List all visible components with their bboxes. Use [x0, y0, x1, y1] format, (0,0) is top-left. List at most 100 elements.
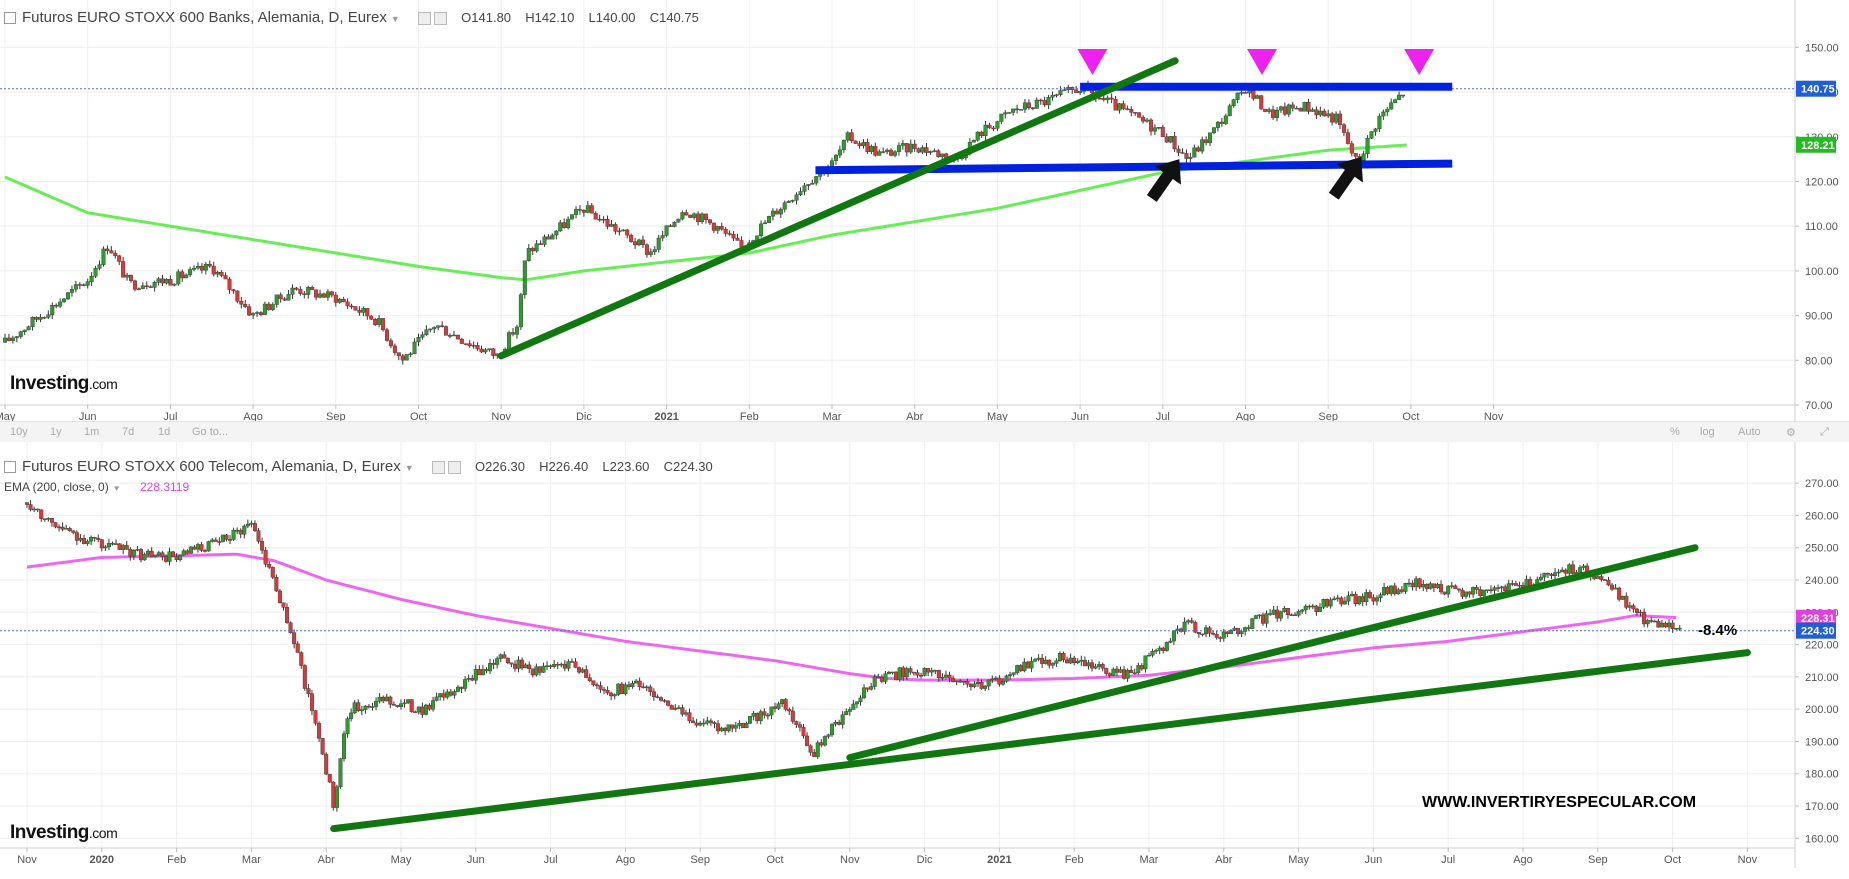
x-tick-label: Sep — [1588, 854, 1608, 866]
candle-body — [408, 353, 413, 355]
candle-body — [1474, 587, 1479, 590]
price-label-text: 140.75 — [1801, 84, 1835, 96]
candle-body — [1464, 591, 1469, 597]
candle-body — [432, 327, 437, 330]
settings-icon[interactable] — [433, 11, 447, 25]
candle-body — [152, 282, 157, 288]
collapse-icon[interactable] — [4, 461, 16, 474]
candle-body — [282, 298, 287, 301]
banks-chart[interactable]: 70.0080.0090.00100.00110.00120.00130.001… — [0, 0, 1849, 440]
candle-body — [140, 285, 145, 289]
candle-body — [436, 325, 441, 328]
candle-body — [338, 758, 343, 788]
candle-body — [448, 691, 453, 696]
x-tick-label: Jun — [79, 411, 97, 423]
candle-body — [589, 205, 594, 214]
candle-body — [255, 312, 260, 314]
candle-body — [1346, 595, 1351, 602]
candle-body — [1467, 591, 1472, 595]
candle-body — [1345, 132, 1350, 144]
fullscreen-icon[interactable]: ⤢ — [1820, 426, 1829, 438]
candle-body — [219, 272, 224, 276]
candle-body — [648, 251, 653, 255]
telecom-low: L223.60 — [602, 459, 650, 474]
candle-body — [402, 702, 407, 705]
candle-body — [148, 286, 153, 288]
candle-body — [286, 294, 291, 301]
candle-body — [199, 265, 204, 271]
candle-body — [1062, 89, 1067, 91]
range-1m[interactable]: 1m — [84, 426, 100, 438]
candle-body — [54, 304, 59, 307]
chevron-down-icon[interactable]: ▼ — [112, 484, 121, 493]
goto-input[interactable]: Go to... — [192, 426, 229, 438]
candle-body — [516, 659, 521, 669]
candle-body — [577, 209, 582, 211]
candle-body — [1129, 109, 1134, 113]
candle-body — [1188, 156, 1193, 159]
candle-body — [35, 508, 40, 511]
chevron-down-icon[interactable]: ▼ — [390, 14, 400, 24]
candle-body — [766, 216, 771, 223]
candle-body — [431, 700, 436, 710]
eye-icon[interactable] — [431, 460, 445, 474]
candle-body — [968, 684, 973, 687]
candle-body — [1306, 101, 1311, 112]
range-10y[interactable]: 10y — [10, 426, 28, 438]
range-1d[interactable]: 1d — [158, 426, 171, 438]
candle-body — [873, 146, 878, 156]
candle-body — [523, 664, 528, 669]
x-tick-label: Feb — [167, 854, 186, 866]
candle-body — [1200, 139, 1205, 152]
candle-body — [1221, 631, 1226, 639]
candle-body — [731, 233, 736, 239]
candle-body — [1117, 103, 1122, 111]
candle-body — [384, 329, 389, 341]
candle-body — [231, 530, 236, 540]
settings-icon[interactable] — [447, 460, 461, 474]
candle-body — [444, 326, 449, 336]
candle-body — [623, 684, 628, 694]
candle-body — [1125, 108, 1130, 110]
y-tick-label: 70.00 — [1805, 400, 1833, 412]
x-tick-label: Nov — [840, 854, 860, 866]
chevron-down-icon[interactable]: ▼ — [404, 463, 414, 473]
candle-body — [64, 528, 69, 530]
candle-body — [889, 149, 894, 156]
candle-body — [345, 718, 350, 735]
candle-body — [188, 269, 193, 276]
percent-toggle[interactable]: % — [1670, 426, 1680, 438]
gear-icon[interactable]: ⚙ — [1786, 427, 1796, 439]
candle-body — [39, 509, 44, 519]
candle-body — [739, 240, 744, 248]
x-tick-label: Jun — [1071, 411, 1089, 423]
price-label-box — [1796, 80, 1836, 97]
candle-body — [1328, 599, 1333, 607]
x-tick-label: May — [391, 854, 412, 866]
candle-body — [983, 685, 988, 689]
auto-toggle[interactable]: Auto — [1738, 426, 1761, 438]
range-1y[interactable]: 1y — [50, 426, 62, 438]
support-arrow — [1328, 156, 1363, 200]
candle-body — [916, 148, 921, 153]
range-7d[interactable]: 7d — [122, 426, 135, 438]
candle-body — [1300, 609, 1305, 612]
candle-body — [466, 678, 471, 680]
candle-body — [302, 665, 307, 689]
candle-body — [1325, 599, 1330, 607]
telecom-chart[interactable]: 160.00 170.00 180.00 190.00 200.00 210.00 220.… — [0, 442, 1849, 879]
candle-body — [114, 543, 119, 545]
candle-body — [243, 304, 248, 307]
candle-body — [49, 518, 54, 523]
candle-body — [459, 686, 464, 689]
candle-body — [520, 659, 525, 669]
candle-body — [356, 702, 361, 711]
collapse-icon[interactable] — [4, 12, 16, 25]
price-label-box — [1796, 609, 1836, 626]
candle-body — [538, 243, 543, 245]
log-toggle[interactable]: log — [1700, 426, 1715, 438]
candle-body — [128, 549, 133, 557]
candle-body — [826, 734, 831, 737]
eye-icon[interactable] — [417, 11, 431, 25]
candle-body — [103, 546, 108, 549]
